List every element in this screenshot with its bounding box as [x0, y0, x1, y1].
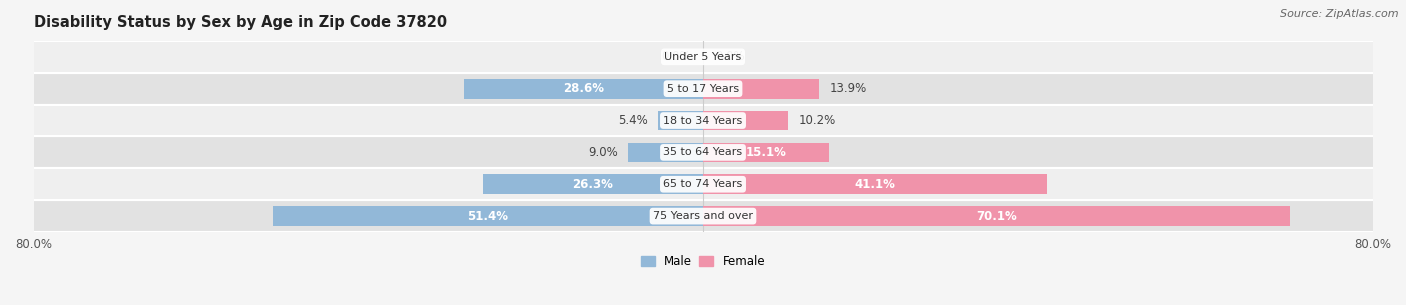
Text: 35 to 64 Years: 35 to 64 Years	[664, 147, 742, 157]
Text: 5 to 17 Years: 5 to 17 Years	[666, 84, 740, 94]
Text: 41.1%: 41.1%	[855, 178, 896, 191]
Text: Source: ZipAtlas.com: Source: ZipAtlas.com	[1281, 9, 1399, 19]
Bar	[34, 200, 1372, 232]
Bar	[703, 79, 820, 99]
Legend: Male, Female: Male, Female	[641, 255, 765, 268]
Text: 0.0%: 0.0%	[716, 50, 745, 63]
Text: Disability Status by Sex by Age in Zip Code 37820: Disability Status by Sex by Age in Zip C…	[34, 15, 447, 30]
Bar	[703, 174, 1047, 194]
Bar	[703, 142, 830, 162]
Text: 18 to 34 Years: 18 to 34 Years	[664, 116, 742, 126]
Text: 0.0%: 0.0%	[661, 50, 690, 63]
Text: 51.4%: 51.4%	[467, 210, 509, 223]
Bar	[464, 79, 703, 99]
Text: 15.1%: 15.1%	[745, 146, 786, 159]
Text: 65 to 74 Years: 65 to 74 Years	[664, 179, 742, 189]
Bar	[34, 168, 1372, 200]
Bar	[273, 206, 703, 226]
Text: 9.0%: 9.0%	[588, 146, 617, 159]
Bar	[482, 174, 703, 194]
Bar	[658, 111, 703, 131]
Text: 70.1%: 70.1%	[976, 210, 1017, 223]
Text: Under 5 Years: Under 5 Years	[665, 52, 741, 62]
Bar	[34, 136, 1372, 168]
Text: 5.4%: 5.4%	[619, 114, 648, 127]
Bar	[703, 111, 789, 131]
Bar	[34, 41, 1372, 73]
Bar	[703, 206, 1289, 226]
Text: 10.2%: 10.2%	[799, 114, 835, 127]
Text: 13.9%: 13.9%	[830, 82, 866, 95]
Bar	[34, 73, 1372, 105]
Bar	[627, 142, 703, 162]
Text: 26.3%: 26.3%	[572, 178, 613, 191]
Text: 75 Years and over: 75 Years and over	[652, 211, 754, 221]
Text: 28.6%: 28.6%	[562, 82, 603, 95]
Bar	[34, 105, 1372, 136]
